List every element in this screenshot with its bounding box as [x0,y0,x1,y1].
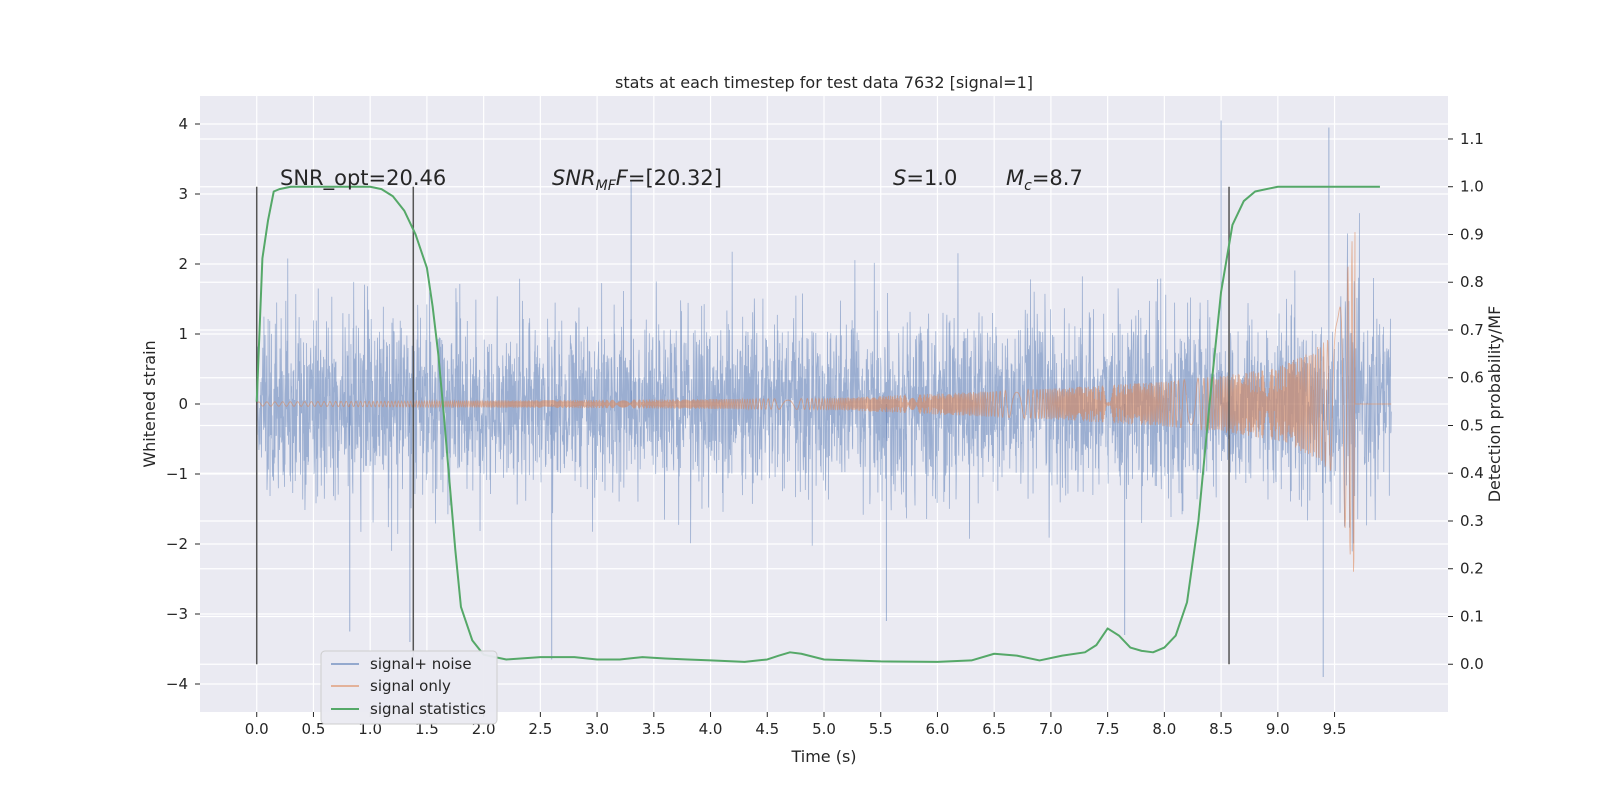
y-axis-ticks: 4 3 2 1 0 −1 −2 −3 −4 [166,115,200,693]
x-tick-label: 7.5 [1096,720,1120,738]
y2-tick-label: 0.6 [1460,369,1484,387]
signal-only-trace [256,232,1392,572]
y-tick-label: −1 [166,465,188,483]
y2-tick-label: 0.0 [1460,655,1484,673]
y-tick-label: −2 [166,535,188,553]
y-tick-label: 1 [178,325,188,343]
x-axis-ticks: 0.0 0.5 1.0 1.5 2.0 2.5 3.0 3.5 4.0 4.5 5.0 5.5 6.0 6… [245,712,1347,738]
x-tick-label: 8.5 [1209,720,1233,738]
y2-tick-label: 0.1 [1460,607,1484,625]
x-tick-label: 2.5 [528,720,552,738]
series-signal-noise [256,120,1392,677]
y2-tick-label: 0.8 [1460,273,1484,291]
x-tick-label: 5.0 [812,720,836,738]
x-tick-label: 3.5 [642,720,666,738]
x-tick-label: 0.5 [302,720,326,738]
x-tick-label: 4.0 [699,720,723,738]
series-signal-statistics [255,185,1380,663]
annotation-snr-mf: SNRMFF=[20.32] [552,166,722,194]
x-tick-label: 0.0 [245,720,269,738]
legend: signal+ noise signal only signal statist… [320,650,498,725]
x-tick-label: 8.0 [1152,720,1176,738]
legend-label-signal-only: signal only [370,677,451,695]
chart-title: stats at each timestep for test data 763… [615,73,1033,92]
y-tick-label: −4 [166,675,188,693]
y2-axis-label: Detection probability/MF [1485,306,1504,503]
y2-tick-label: 0.9 [1460,225,1484,243]
series-signal-only [256,232,1392,572]
plot-area [255,120,1392,677]
y-axis-label: Whitened strain [140,340,159,467]
y2-tick-label: 0.2 [1460,560,1484,578]
legend-box [320,650,498,725]
y-tick-label: 2 [178,255,188,273]
y2-tick-label: 1.1 [1460,130,1484,148]
y2-tick-label: 0.7 [1460,321,1484,339]
window-lines [255,186,1230,665]
y-tick-label: 0 [178,395,188,413]
legend-label-signal-noise: signal+ noise [370,655,472,673]
x-tick-label: 9.0 [1266,720,1290,738]
x-tick-label: 7.0 [1039,720,1063,738]
x-tick-label: 4.5 [755,720,779,738]
y2-tick-label: 1.0 [1460,178,1484,196]
x-tick-label: 6.0 [926,720,950,738]
signal-statistics-line [255,185,1380,663]
annotation-snr-opt: SNR_opt=20.46 [280,166,446,191]
y-tick-label: −3 [166,605,188,623]
annotation-mc: Mc=8.7 [1006,166,1083,194]
y-tick-label: 4 [178,115,188,133]
y2-tick-label: 0.5 [1460,416,1484,434]
x-tick-label: 3.0 [585,720,609,738]
signal-noise-trace [256,213,1392,552]
y2-tick-label: 0.4 [1460,464,1484,482]
y2-tick-label: 0.3 [1460,512,1484,530]
y2-axis-ticks: 1.1 1.0 0.9 0.8 0.7 0.6 0.5 0.4 0.3 0.2 0.1 0.0 [1448,130,1484,673]
x-tick-label: 9.5 [1323,720,1347,738]
x-tick-label: 5.5 [869,720,893,738]
annotation-s: S=1.0 [893,166,957,190]
y-tick-label: 3 [178,185,188,203]
x-axis-label: Time (s) [790,747,856,766]
legend-label-signal-statistics: signal statistics [370,700,486,718]
x-tick-label: 6.5 [982,720,1006,738]
